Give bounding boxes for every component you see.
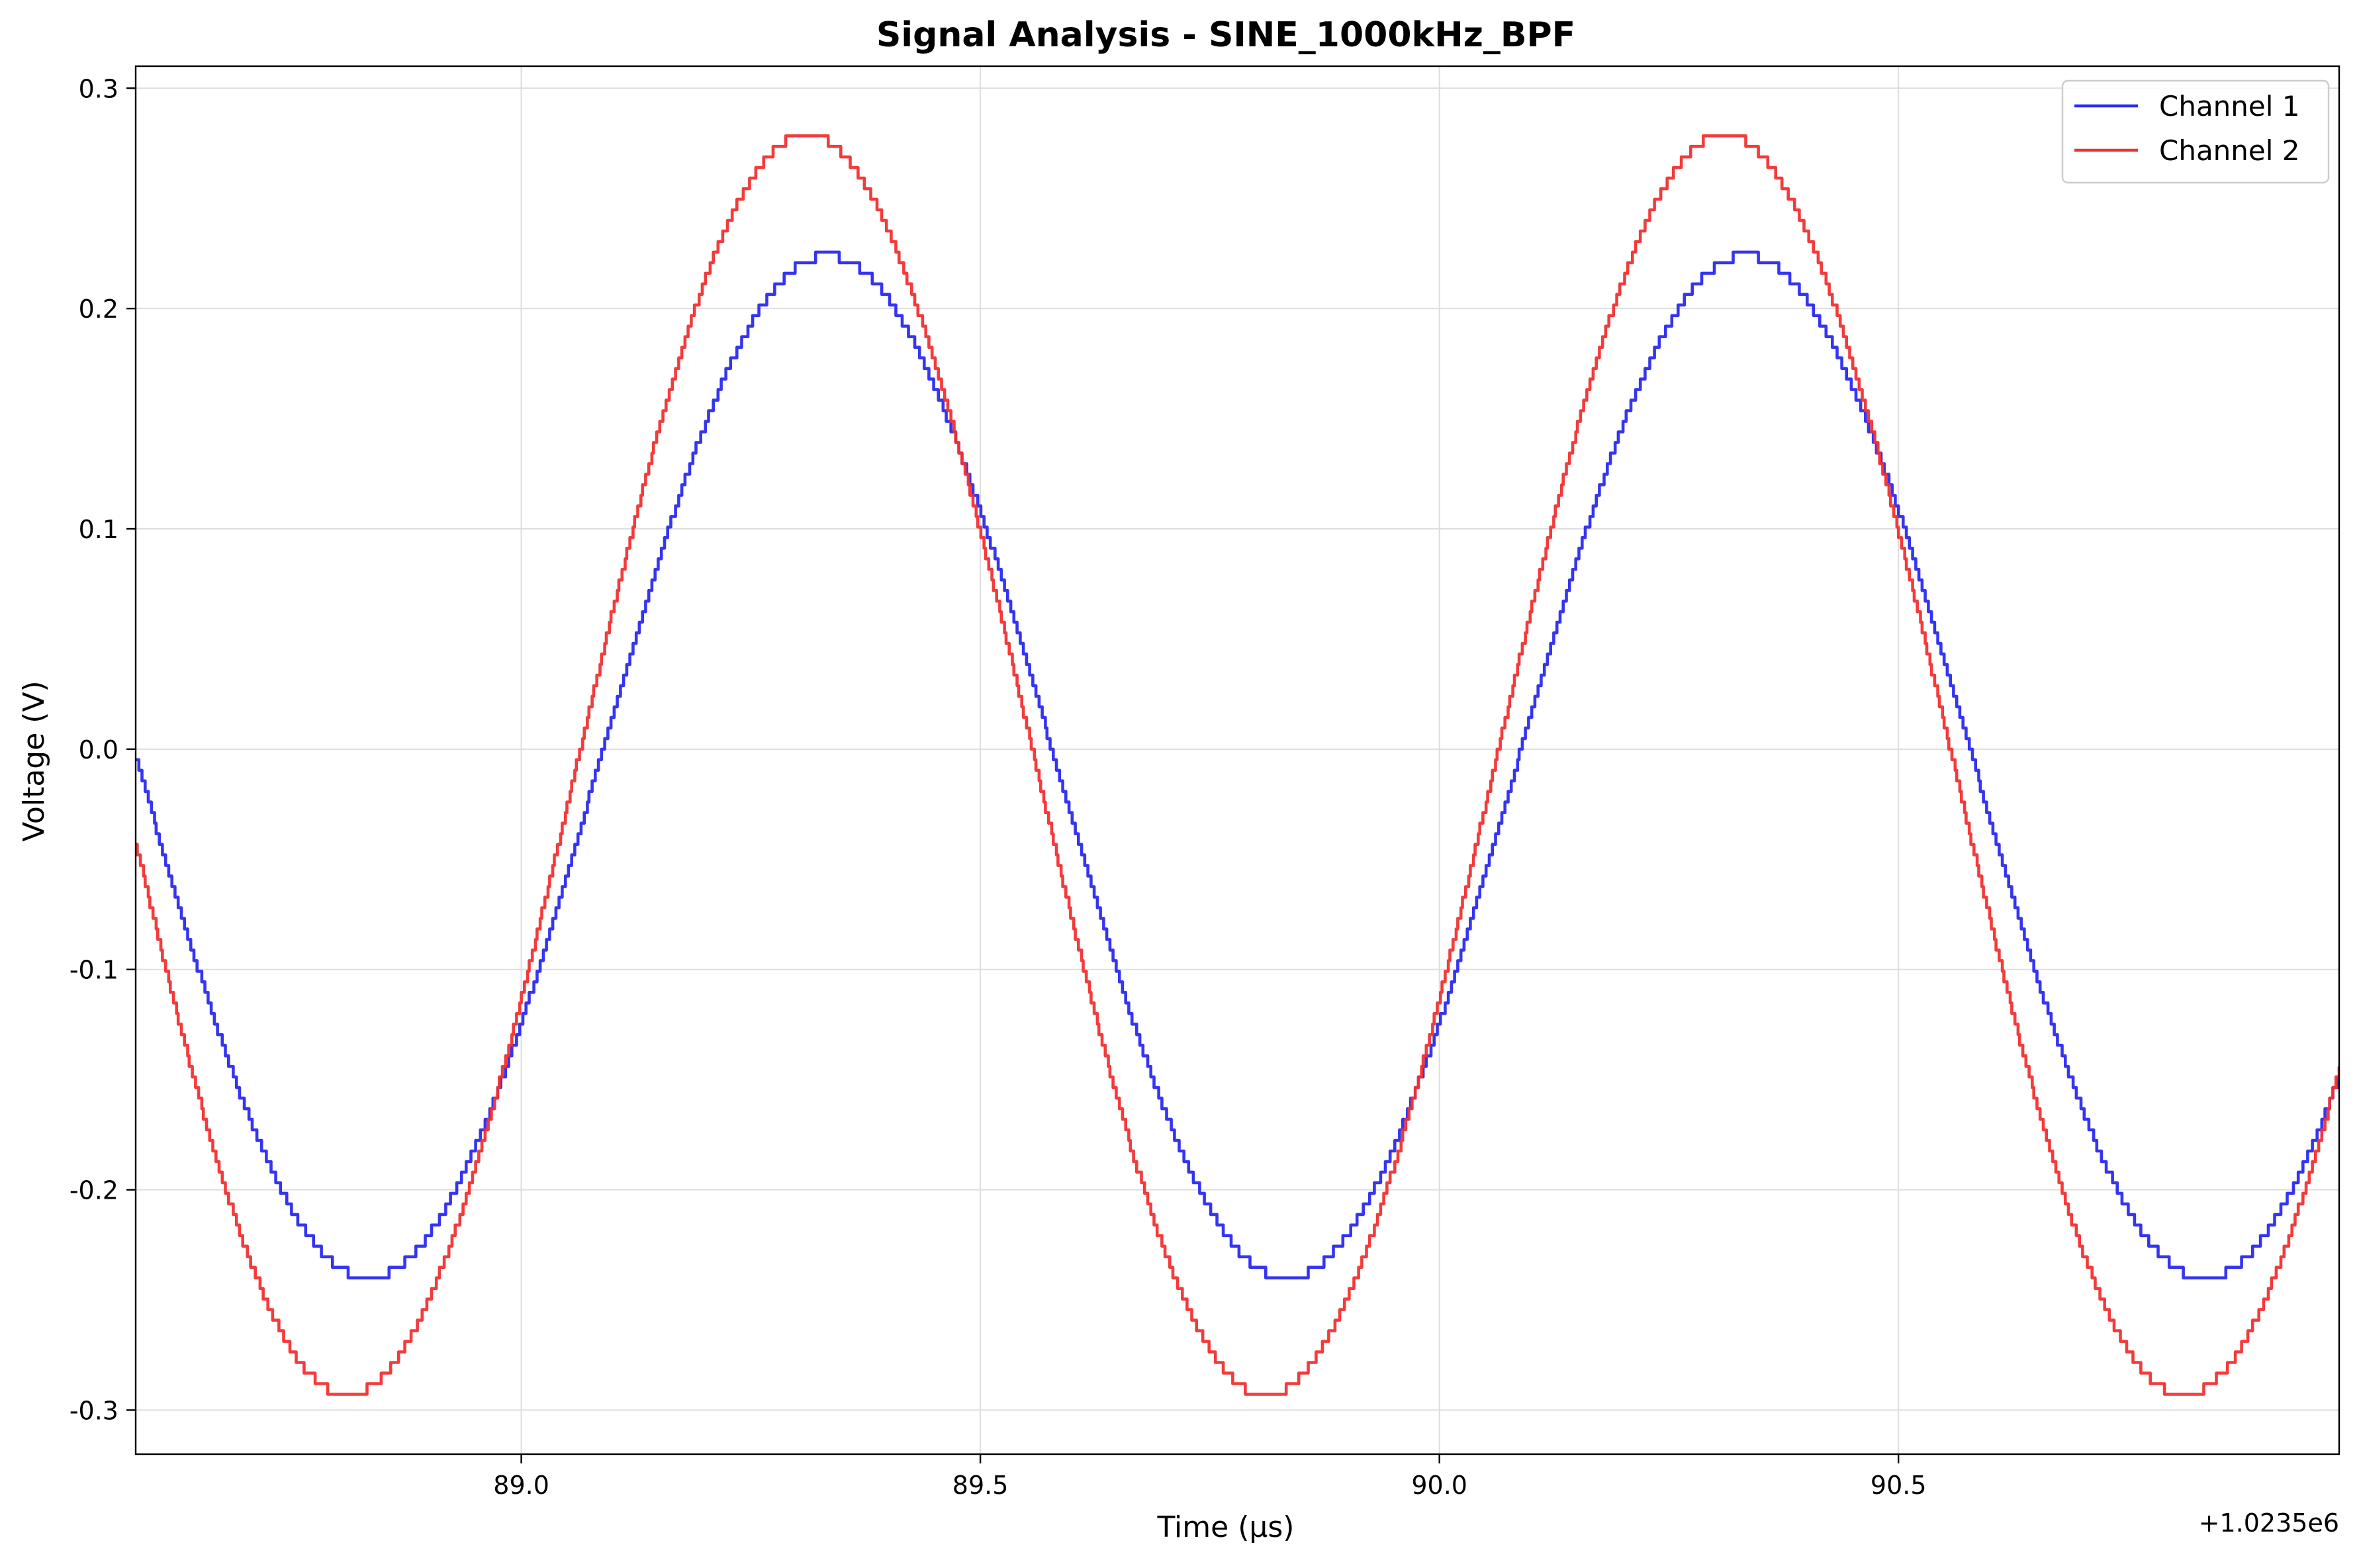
grid-layer	[136, 66, 2339, 1454]
series-line-channel-2	[136, 134, 2339, 1396]
y-tick-label: -0.2	[69, 1176, 118, 1205]
series-layer	[136, 134, 2339, 1396]
series-line-channel-1	[136, 250, 2339, 1279]
tick-layer: 89.0 89.5 90.0 90.5 0.3 0.2 0.1 0.0 -0.1 -0.2 -0.3	[69, 74, 1927, 1500]
legend-label-channel-2: Channel 2	[2159, 134, 2300, 167]
y-tick-label: 0.3	[79, 74, 118, 103]
plot-frame	[134, 65, 2340, 1455]
x-tick-label: 89.0	[493, 1471, 549, 1500]
legend: Channel 1 Channel 2	[2061, 79, 2330, 184]
y-tick-label: -0.1	[69, 956, 118, 985]
y-tick-label: 0.0	[79, 735, 118, 764]
chart-title: Signal Analysis - SINE_1000kHz_BPF	[876, 15, 1575, 55]
y-axis-label: Voltage (V)	[17, 680, 51, 841]
x-tick-label: 90.5	[1871, 1471, 1927, 1500]
x-offset-label: +1.0235e6	[2199, 1508, 2339, 1538]
legend-label-channel-1: Channel 1	[2159, 90, 2300, 122]
x-tick-label: 89.5	[952, 1471, 1009, 1500]
y-tick-label: -0.3	[69, 1396, 118, 1425]
y-tick-label: 0.2	[79, 295, 118, 324]
x-tick-label: 90.0	[1411, 1471, 1467, 1500]
x-axis-label: Time (µs)	[1157, 1510, 1295, 1544]
y-tick-label: 0.1	[79, 515, 118, 544]
